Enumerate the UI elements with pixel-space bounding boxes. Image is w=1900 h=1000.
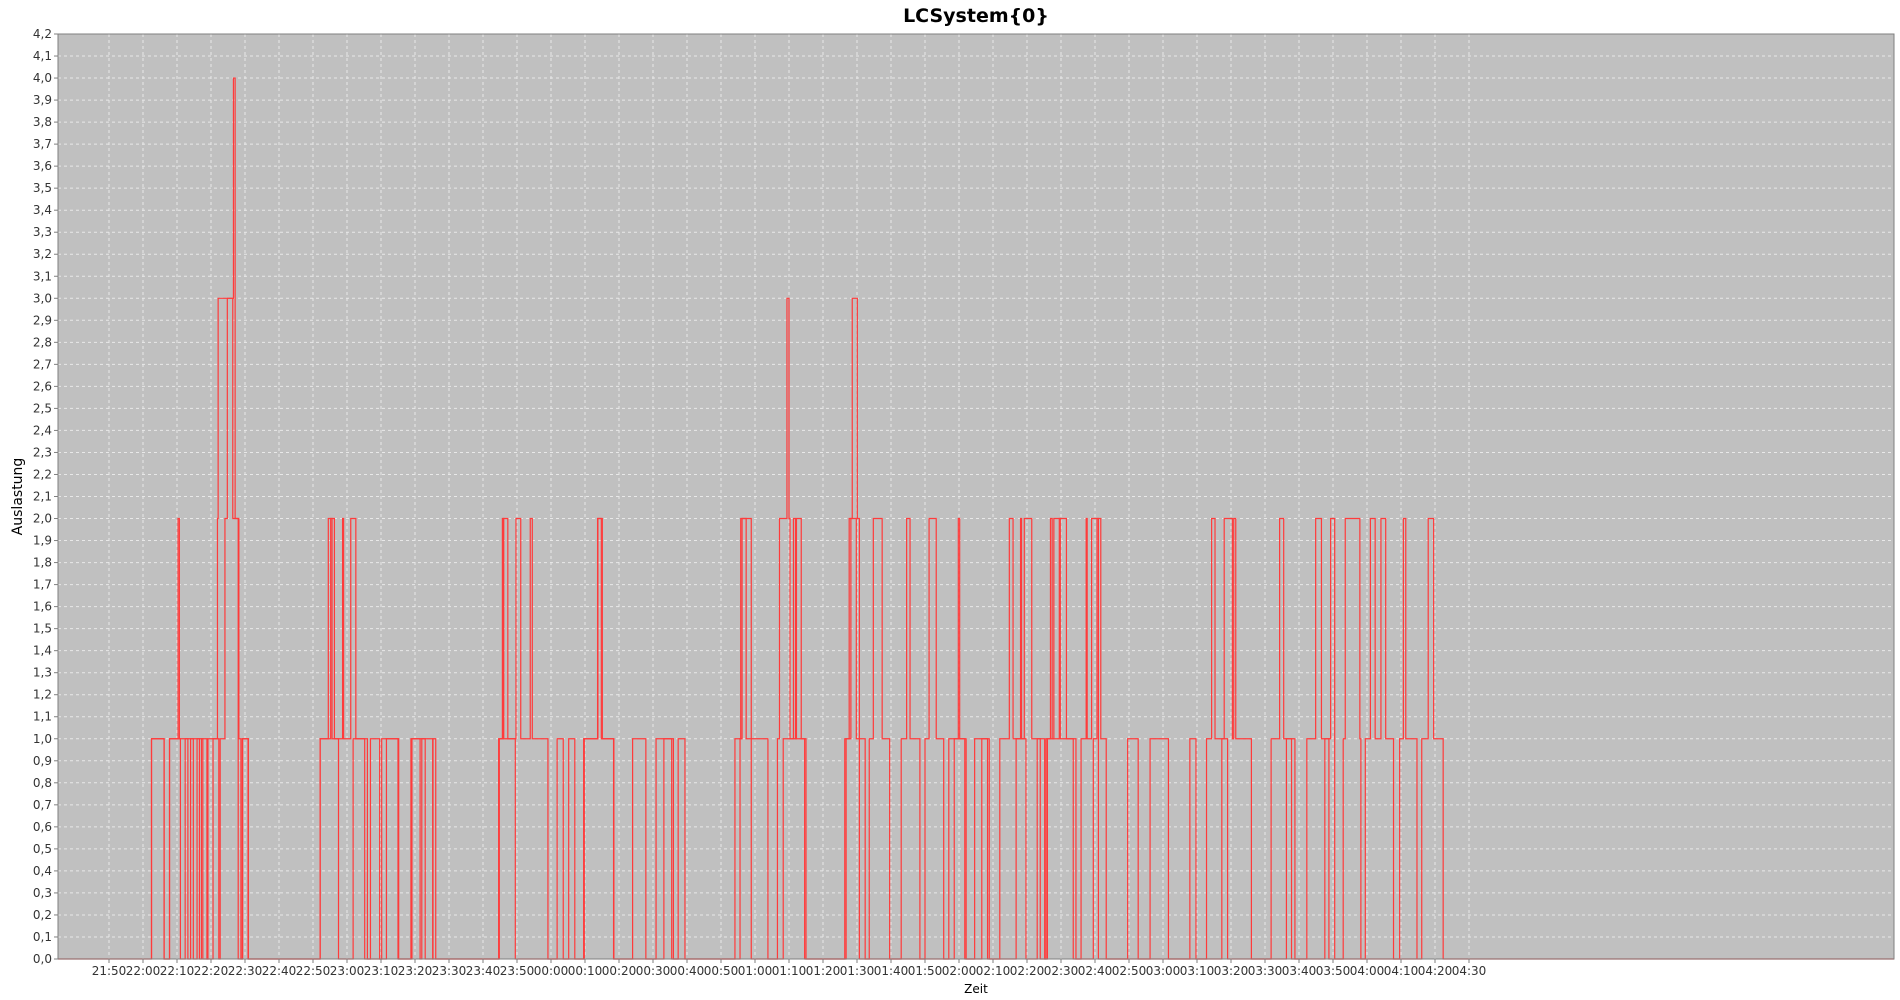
y-tick-label: 1,4 xyxy=(33,644,52,658)
y-tick-label: 0,4 xyxy=(33,864,52,878)
x-tick-label: 23:00 xyxy=(330,964,365,978)
y-tick-label: 3,1 xyxy=(33,269,52,283)
x-tick-label: 02:30 xyxy=(1044,964,1079,978)
y-tick-label: 0,3 xyxy=(33,886,52,900)
x-tick-label: 23:20 xyxy=(398,964,433,978)
x-tick-label: 21:50 xyxy=(92,964,127,978)
y-tick-label: 1,2 xyxy=(33,688,52,702)
x-tick-label: 22:30 xyxy=(228,964,263,978)
y-tick-label: 1,7 xyxy=(33,578,52,592)
x-axis: 21:50 22:00 22:10 22:20 22:30 22:40 22:50 23:00… xyxy=(92,959,1487,978)
y-tick-label: 2,0 xyxy=(33,512,52,526)
x-tick-label: 00:00 xyxy=(534,964,569,978)
x-tick-label: 00:40 xyxy=(670,964,705,978)
x-tick-label: 03:30 xyxy=(1248,964,1283,978)
y-tick-label: 3,6 xyxy=(33,159,52,173)
x-tick-label: 22:10 xyxy=(160,964,195,978)
x-tick-label: 22:50 xyxy=(296,964,331,978)
y-tick-label: 3,8 xyxy=(33,115,52,129)
x-axis-label: Zeit xyxy=(964,982,988,996)
x-tick-label: 22:40 xyxy=(262,964,297,978)
y-tick-label: 0,0 xyxy=(33,952,52,966)
y-tick-label: 0,7 xyxy=(33,798,52,812)
y-tick-label: 0,6 xyxy=(33,820,52,834)
x-tick-label: 22:00 xyxy=(126,964,161,978)
x-tick-label: 01:30 xyxy=(840,964,875,978)
series-layer xyxy=(58,77,1894,960)
y-tick-label: 3,0 xyxy=(33,291,52,305)
x-tick-label: 02:20 xyxy=(1010,964,1045,978)
x-tick-label: 23:50 xyxy=(500,964,535,978)
y-tick-label: 2,4 xyxy=(33,423,52,437)
y-tick-label: 0,2 xyxy=(33,908,52,922)
x-tick-label: 23:10 xyxy=(364,964,399,978)
x-tick-label: 04:10 xyxy=(1384,964,1419,978)
y-tick-label: 3,3 xyxy=(33,225,52,239)
y-tick-label: 4,0 xyxy=(33,71,52,85)
x-tick-label: 23:30 xyxy=(432,964,467,978)
grid-lines xyxy=(58,33,1894,960)
x-tick-label: 01:20 xyxy=(806,964,841,978)
chart-title: LCSystem{0} xyxy=(903,5,1049,27)
y-tick-label: 3,5 xyxy=(33,181,52,195)
x-tick-label: 00:50 xyxy=(704,964,739,978)
y-tick-label: 2,9 xyxy=(33,313,52,327)
y-tick-label: 1,8 xyxy=(33,556,52,570)
x-tick-label: 02:50 xyxy=(1112,964,1147,978)
x-tick-label: 00:30 xyxy=(636,964,671,978)
x-tick-label: 04:20 xyxy=(1418,964,1453,978)
x-tick-label: 01:50 xyxy=(908,964,943,978)
y-axis: 0,0 0,1 0,2 0,3 0,4 0,5 0,6 0,7 0,8 0,9 1,0 1,1 1,2 1… xyxy=(33,27,58,966)
y-tick-label: 3,7 xyxy=(33,137,52,151)
y-tick-label: 0,1 xyxy=(33,930,52,944)
x-tick-label: 03:40 xyxy=(1282,964,1317,978)
x-tick-label: 03:20 xyxy=(1214,964,1249,978)
y-tick-label: 2,8 xyxy=(33,335,52,349)
x-tick-label: 01:40 xyxy=(874,964,909,978)
y-tick-label: 1,0 xyxy=(33,732,52,746)
y-tick-label: 0,9 xyxy=(33,754,52,768)
x-tick-label: 00:20 xyxy=(602,964,637,978)
x-tick-label: 02:00 xyxy=(942,964,977,978)
x-tick-label: 02:10 xyxy=(976,964,1011,978)
y-tick-label: 2,7 xyxy=(33,357,52,371)
x-tick-label: 02:40 xyxy=(1078,964,1113,978)
y-tick-label: 1,1 xyxy=(33,710,52,724)
y-tick-label: 1,3 xyxy=(33,666,52,680)
y-tick-label: 1,9 xyxy=(33,534,52,548)
y-tick-label: 0,8 xyxy=(33,776,52,790)
x-tick-label: 04:00 xyxy=(1350,964,1385,978)
x-tick-label: 03:10 xyxy=(1180,964,1215,978)
y-axis-label: Auslastung xyxy=(10,458,26,536)
x-tick-label: 03:50 xyxy=(1316,964,1351,978)
x-tick-label: 04:30 xyxy=(1452,964,1487,978)
x-tick-label: 03:00 xyxy=(1146,964,1181,978)
y-tick-label: 2,3 xyxy=(33,445,52,459)
y-tick-label: 2,5 xyxy=(33,401,52,415)
series-line xyxy=(58,297,1894,960)
y-tick-label: 2,2 xyxy=(33,467,52,481)
y-tick-label: 1,5 xyxy=(33,622,52,636)
x-tick-label: 23:40 xyxy=(466,964,501,978)
y-tick-label: 3,2 xyxy=(33,247,52,261)
x-tick-label: 01:10 xyxy=(772,964,807,978)
y-tick-label: 2,1 xyxy=(33,490,52,504)
y-tick-label: 3,9 xyxy=(33,93,52,107)
y-tick-label: 3,4 xyxy=(33,203,52,217)
x-tick-label: 00:10 xyxy=(568,964,603,978)
y-tick-label: 2,6 xyxy=(33,379,52,393)
x-tick-label: 01:00 xyxy=(738,964,773,978)
y-tick-label: 0,5 xyxy=(33,842,52,856)
y-tick-label: 4,1 xyxy=(33,49,52,63)
y-tick-label: 1,6 xyxy=(33,600,52,614)
x-tick-label: 22:20 xyxy=(194,964,229,978)
y-tick-label: 4,2 xyxy=(33,27,52,41)
